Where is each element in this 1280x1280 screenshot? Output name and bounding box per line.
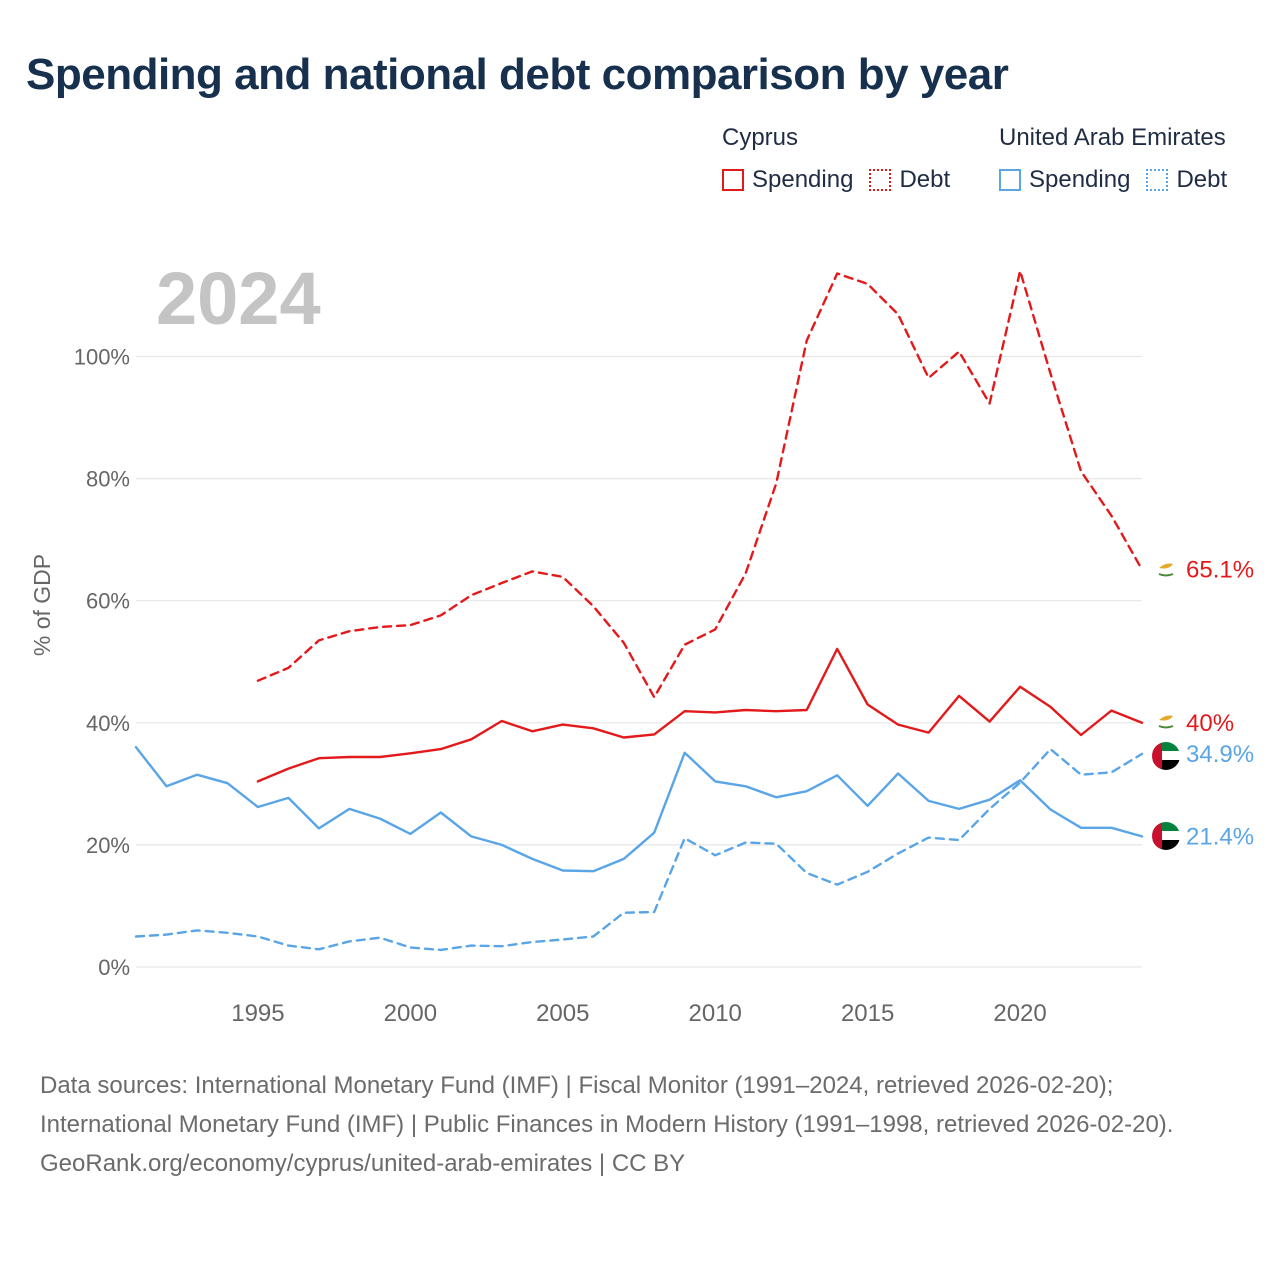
- end-value-label: 34.9%: [1186, 741, 1254, 768]
- legend-title-cyprus: Cyprus: [722, 124, 799, 151]
- y-tick-label: 80%: [86, 467, 130, 492]
- legend-group-cyprus: Cyprus Spending Debt: [722, 124, 966, 194]
- x-tick-label: 2015: [841, 1000, 894, 1027]
- x-tick-label: 2000: [384, 1000, 437, 1027]
- credit-link[interactable]: GeoRank.org/economy/cyprus/united-arab-e…: [40, 1150, 686, 1177]
- legend-item-uae-spending[interactable]: Spending: [999, 166, 1130, 194]
- legend-group-uae: United Arab Emirates Spending Debt: [999, 124, 1227, 194]
- footer: Data sources: International Monetary Fun…: [40, 1066, 1240, 1183]
- x-tick-label: 1995: [231, 1000, 284, 1027]
- legend-item-cyprus-debt[interactable]: Debt: [869, 166, 950, 194]
- end-value-label: 21.4%: [1186, 823, 1254, 850]
- end-value-label: 65.1%: [1186, 557, 1254, 584]
- legend-label: Spending: [1029, 166, 1131, 193]
- y-tick-label: 20%: [86, 833, 130, 858]
- uae-flag-icon: [1152, 742, 1180, 770]
- x-tick-label: 2005: [536, 1000, 589, 1027]
- cyprus-flag-icon: [1158, 560, 1174, 577]
- legend-swatch-dotted: [1146, 169, 1169, 191]
- legend-swatch-solid: [722, 169, 744, 191]
- legend-item-uae-debt[interactable]: Debt: [1146, 166, 1227, 194]
- line-chart: 2024 0% 20% 40% 60% 80% 100% 1995 2000 2005 2010…: [29, 257, 1254, 1027]
- series-line-cyprus-debt[interactable]: [256, 269, 1144, 699]
- legend-title-uae: United Arab Emirates: [999, 124, 1226, 151]
- legend-label: Spending: [752, 166, 854, 193]
- series-line-united-arab-emirates-debt[interactable]: [134, 747, 1144, 952]
- y-axis-label: % of GDP: [29, 554, 55, 656]
- y-tick-label: 40%: [86, 711, 130, 736]
- cyprus-flag-icon: [1158, 712, 1174, 729]
- series-line-cyprus-spending[interactable]: [256, 647, 1144, 783]
- year-watermark: 2024: [156, 257, 321, 340]
- x-tick-label: 2010: [689, 1000, 742, 1027]
- series-line-united-arab-emirates-spending[interactable]: [134, 746, 1144, 873]
- legend-swatch-solid: [999, 169, 1021, 191]
- legend-item-cyprus-spending[interactable]: Spending: [722, 166, 853, 194]
- uae-flag-icon: [1152, 822, 1180, 850]
- legend-swatch-dotted: [869, 169, 892, 191]
- y-tick-label: 100%: [74, 345, 130, 370]
- x-tick-label: 2020: [993, 1000, 1046, 1027]
- y-tick-label: 0%: [98, 955, 130, 980]
- y-tick-label: 60%: [86, 589, 130, 614]
- chart-title: Spending and national debt comparison by…: [26, 50, 1009, 99]
- legend-label: Debt: [899, 166, 951, 193]
- legend-label: Debt: [1176, 166, 1228, 193]
- data-sources: Data sources: International Monetary Fun…: [40, 1072, 1174, 1138]
- end-value-label: 40%: [1186, 710, 1234, 737]
